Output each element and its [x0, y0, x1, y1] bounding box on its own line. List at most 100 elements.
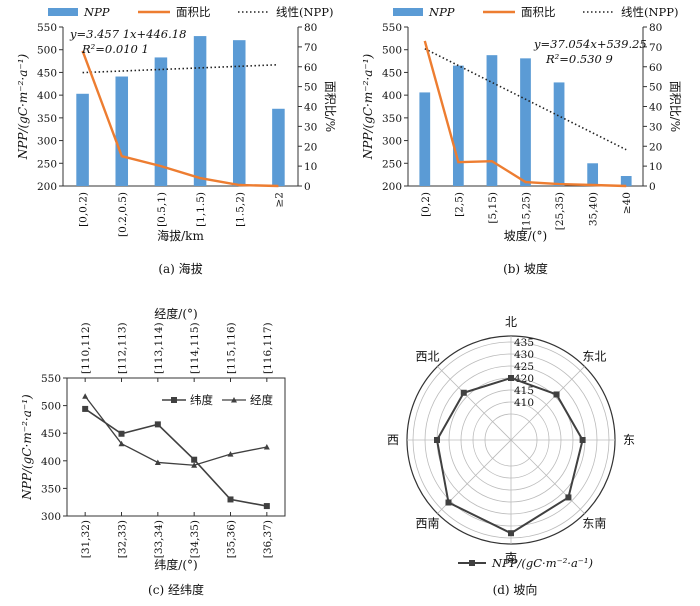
y2-tick-label: 30 [649, 121, 662, 133]
y2-axis-title: 面积比/% [668, 81, 682, 132]
aspect-npp-point [460, 389, 467, 396]
npp-bar [193, 36, 207, 187]
radar-tick-label: 430 [514, 349, 534, 361]
y-tick-label: 500 [37, 45, 57, 57]
x-tick-label: 35,40) [588, 192, 600, 226]
x-tick-label: [25,35) [554, 192, 566, 230]
y2-tick-label: 10 [649, 161, 662, 173]
legend-npp-label: NPP [428, 5, 455, 19]
legend-ratio-label: 面积比 [521, 5, 556, 19]
radar-spoke [437, 366, 512, 441]
x2-tick-label-lon: [114,115) [189, 322, 201, 374]
latitude-point [191, 456, 198, 463]
y2-tick-label: 0 [304, 181, 311, 193]
x-axis-title: 海拔/km [157, 228, 204, 243]
y-axis-title: NPP/(gC·m⁻²·a⁻¹) [16, 54, 30, 161]
chart-caption: (b) 坡度 [503, 261, 548, 276]
x-tick-label: [2,5) [453, 192, 465, 217]
latitude-point [82, 405, 89, 412]
radar-direction-label: 东 [623, 433, 635, 447]
y-tick-label: 450 [382, 67, 402, 79]
y-tick-label: 550 [41, 373, 61, 385]
area-ratio-line [81, 50, 279, 188]
x2-axis-title: 经度/(°) [154, 306, 197, 321]
latitude-point [227, 496, 234, 503]
longitude-point [154, 459, 161, 465]
legend-trend-label: 线性(NPP) [621, 5, 679, 19]
x2-tick-label-lon: [115,116) [226, 322, 238, 374]
longitude-point [191, 462, 198, 468]
x-tick-label: [0,0.2) [78, 192, 90, 227]
x-tick-label-lat: [35,36) [226, 520, 238, 558]
y-tick-label: 350 [37, 113, 57, 125]
chart-caption: (d) 坡向 [493, 582, 538, 597]
legend-npp-label: NPP [83, 5, 110, 19]
legend-longitude-label: 经度 [250, 393, 273, 407]
npp-bar [452, 65, 464, 186]
y-tick-label: 400 [382, 90, 402, 102]
y2-tick-label: 80 [304, 22, 317, 34]
x-axis-title: 坡度/(°) [504, 228, 547, 243]
y-tick-label: 250 [37, 158, 57, 170]
y-tick-label: 300 [37, 136, 57, 148]
x-axis-title: 纬度/(°) [154, 557, 197, 572]
npp-bar [76, 93, 89, 186]
x-tick-label-lat: [34,35) [189, 520, 201, 558]
npp-trend-line [82, 63, 279, 74]
longitude-point [118, 440, 125, 447]
y2-tick-label: 60 [649, 62, 662, 74]
y2-tick-label: 0 [649, 181, 656, 193]
radar-tick-label: 415 [514, 385, 534, 397]
x-tick-label-lat: [36,37) [262, 520, 274, 558]
x2-tick-label-lon: [116,117) [262, 322, 274, 374]
y2-tick-label: 80 [649, 22, 662, 34]
y2-tick-label: 30 [304, 121, 317, 133]
y2-tick-label: 20 [304, 141, 317, 153]
legend-npp-swatch [48, 8, 78, 16]
legend-ratio-label: 面积比 [176, 5, 211, 19]
y2-tick-label: 40 [304, 102, 317, 114]
y-tick-label: 500 [382, 45, 402, 57]
x-tick-label: [15,25) [521, 192, 533, 230]
radar-spoke [510, 439, 585, 514]
x-tick-label: [1,1.5) [195, 192, 207, 227]
area-ratio-line [423, 40, 627, 188]
radar-direction-label: 西 [387, 433, 399, 447]
x-tick-label: [0.5,1) [156, 192, 168, 227]
npp-bar [486, 55, 498, 187]
y2-tick-label: 50 [304, 82, 317, 94]
y2-tick-label: 50 [649, 82, 662, 94]
y-tick-label: 550 [37, 22, 57, 34]
y2-tick-label: 70 [649, 42, 662, 54]
legend-npp-swatch [393, 8, 423, 16]
radar-spoke [510, 366, 585, 441]
radar-direction-label: 北 [505, 315, 517, 329]
radar-direction-label: 西北 [416, 350, 440, 364]
aspect-npp-point [508, 530, 514, 537]
radar-direction-label: 东南 [582, 515, 606, 530]
npp-bar [115, 76, 129, 186]
chart-c-lat-lon: 300 350 400 450 500 550 [31,32) [32,33) [33,34) [… [20, 306, 286, 597]
longitude-point [82, 393, 89, 399]
y-tick-label: 400 [37, 90, 57, 102]
npp-trend-line [424, 48, 627, 151]
y-tick-label: 200 [382, 181, 402, 193]
trend-r-squared: R²=0.530 9 [545, 52, 613, 66]
npp-bar [154, 57, 168, 187]
x-tick-label: [0,2) [420, 192, 432, 217]
radar-direction-label: 西南 [416, 515, 440, 530]
y-axis-title: NPP/(gC·m⁻²·a⁻¹) [20, 394, 34, 501]
y-tick-label: 300 [41, 511, 61, 523]
trend-equation: y=37.054x+539.25 [533, 37, 647, 51]
chart-caption: (c) 经纬度 [148, 582, 204, 597]
npp-bar [587, 163, 599, 186]
aspect-npp-point [508, 375, 514, 381]
legend-npp-label: NPP/(gC·m⁻²·a⁻¹) [491, 556, 593, 570]
legend-trend-label: 线性(NPP) [276, 5, 334, 19]
radar-tick-label: 420 [514, 373, 534, 385]
aspect-npp-point [565, 494, 572, 501]
x-tick-label-lat: [32,33) [117, 520, 129, 558]
aspect-npp-point [579, 437, 586, 443]
